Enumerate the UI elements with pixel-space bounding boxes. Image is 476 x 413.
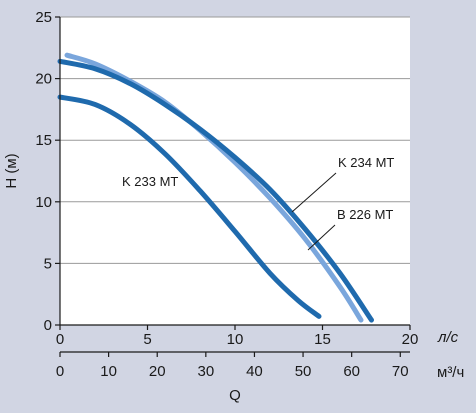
- series-line-k233: [57, 94, 322, 319]
- series-label-k234: K 234 MT: [338, 155, 394, 170]
- y-tick-label: 20: [35, 71, 52, 88]
- y-tick-label: 10: [35, 194, 52, 211]
- series-pointer-b226: [307, 224, 336, 251]
- x2-tick-label: 50: [295, 363, 312, 380]
- series-line-k234: [57, 58, 374, 323]
- x-tick-label: 0: [56, 331, 64, 348]
- y-tick-label: 5: [44, 255, 52, 272]
- x-tick-label: 10: [227, 331, 244, 348]
- x-unit-primary: л/с: [437, 329, 459, 346]
- x-tick-label: 5: [143, 331, 151, 348]
- x-axis-title: Q: [229, 387, 241, 404]
- x-tick-label: 15: [314, 331, 331, 348]
- x2-tick-label: 20: [149, 363, 166, 380]
- x2-tick-label: 30: [197, 363, 214, 380]
- x2-tick-label: 60: [343, 363, 360, 380]
- y-axis-title: H (м): [3, 153, 20, 188]
- series-pointer-k234: [291, 172, 337, 213]
- y-tick-label: 15: [35, 132, 52, 149]
- x2-tick-label: 0: [56, 363, 64, 380]
- series-lines: [57, 52, 374, 323]
- x2-tick-label: 10: [100, 363, 117, 380]
- tick-labels: 0 5 10 15 20 25 0 5 10 15 20 0 10 20 30 40 50 60 70: [35, 9, 418, 380]
- x-tick-label: 20: [402, 331, 419, 348]
- series-label-k233: K 233 MT: [122, 174, 178, 189]
- plot-area: [60, 17, 410, 325]
- x2-tick-label: 70: [392, 363, 409, 380]
- y-tick-label: 0: [44, 317, 52, 334]
- x2-tick-label: 40: [246, 363, 263, 380]
- series-label-b226: B 226 MT: [337, 207, 393, 222]
- x-unit-secondary: м³/ч: [437, 364, 464, 381]
- y-tick-label: 25: [35, 9, 52, 26]
